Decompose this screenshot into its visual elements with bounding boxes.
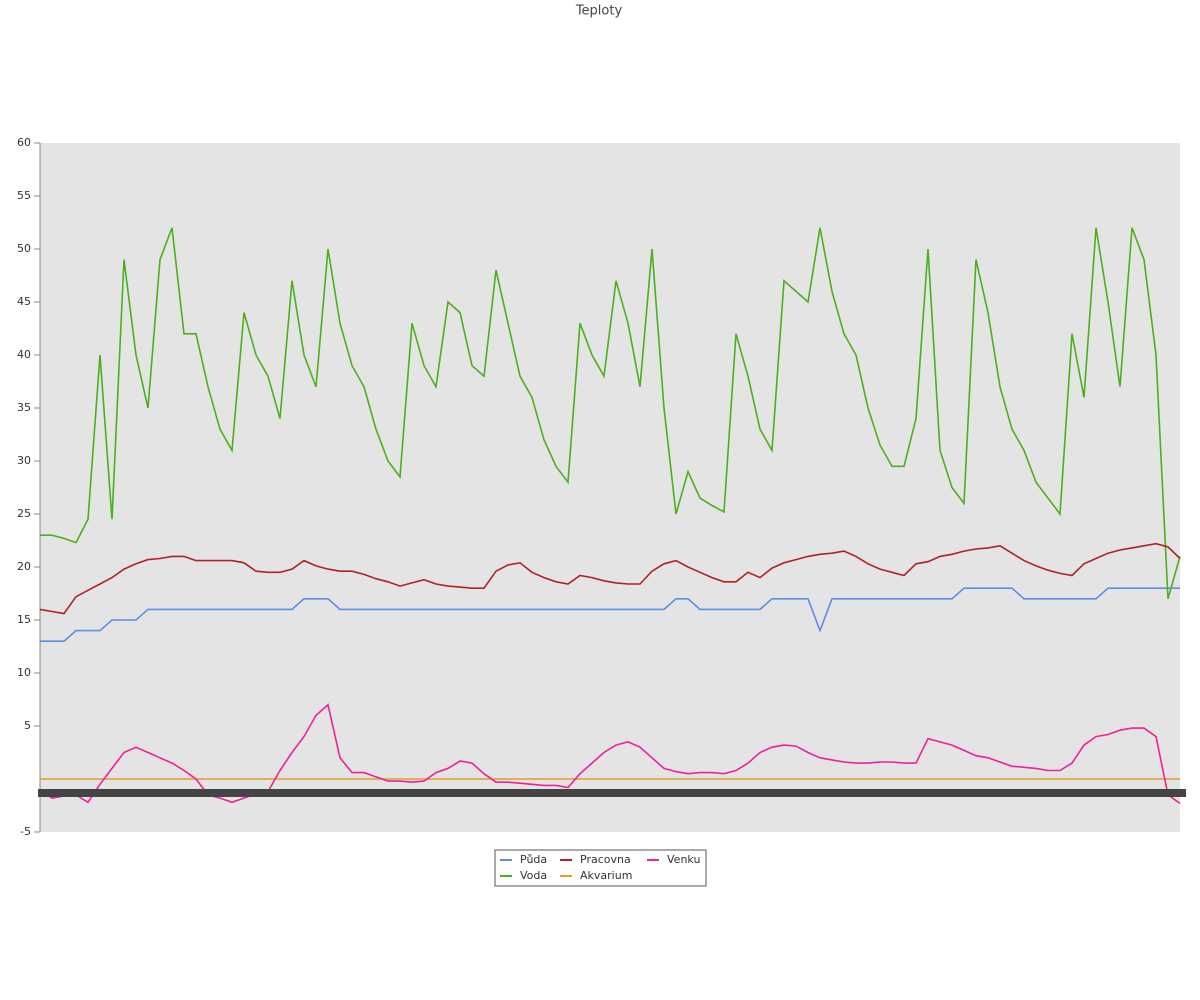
series-line xyxy=(39,542,1181,615)
y-tick-label: 40 xyxy=(17,348,31,361)
y-tick-label: 45 xyxy=(17,295,31,308)
y-tick-label: 60 xyxy=(17,136,31,149)
y-tick-label: 20 xyxy=(17,560,31,573)
legend-label: Voda xyxy=(520,869,547,882)
legend-label: Půda xyxy=(520,853,547,866)
x-axis-labels xyxy=(38,789,1186,797)
y-tick-label: 55 xyxy=(17,189,31,202)
y-tick-label: 10 xyxy=(17,666,31,679)
legend xyxy=(494,849,707,887)
series-line xyxy=(40,587,1180,642)
legend-label: Pracovna xyxy=(580,853,631,866)
y-tick-label: 30 xyxy=(17,454,31,467)
y-tick-label: -5 xyxy=(20,825,31,838)
y-tick-label: 25 xyxy=(17,507,31,520)
series-line xyxy=(39,703,1181,805)
y-tick-label: 15 xyxy=(17,613,31,626)
legend-label: Venku xyxy=(667,853,700,866)
plot-area xyxy=(40,143,1180,832)
chart-title: Teploty xyxy=(575,4,623,19)
y-tick-label: 50 xyxy=(17,242,31,255)
legend-label: Akvarium xyxy=(580,869,632,882)
y-tick-label: 5 xyxy=(24,719,31,732)
series-line xyxy=(40,227,1181,600)
y-tick-label: 35 xyxy=(17,401,31,414)
